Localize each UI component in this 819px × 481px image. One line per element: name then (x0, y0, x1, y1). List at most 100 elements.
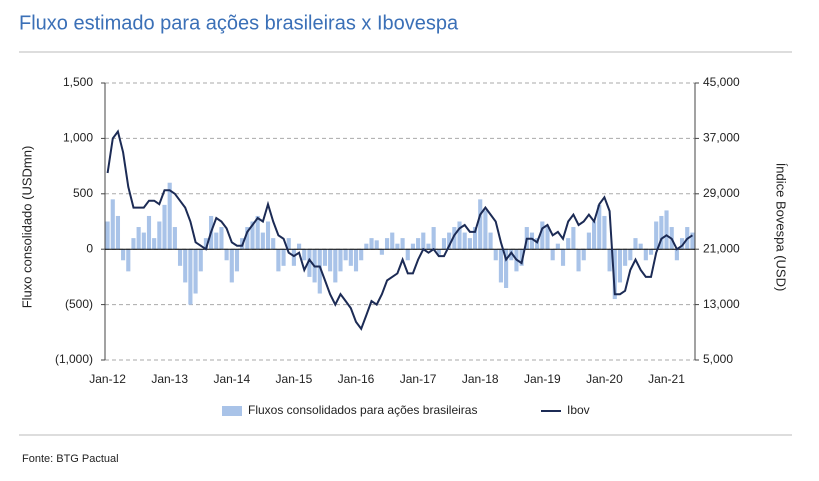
y2-tick-label: 37,000 (703, 131, 740, 145)
bar (276, 249, 281, 272)
bar (654, 221, 659, 250)
bar (488, 232, 493, 250)
bar (617, 249, 623, 283)
bar (452, 227, 457, 250)
bar (234, 249, 240, 272)
x-tick-label: Jan-15 (276, 372, 313, 386)
bar (431, 227, 436, 250)
bar (529, 232, 535, 250)
bar (343, 249, 348, 261)
bar (322, 249, 328, 266)
bar (586, 232, 591, 250)
bar (421, 232, 426, 250)
bar (245, 227, 250, 250)
bar (664, 210, 669, 250)
bar (219, 227, 224, 250)
bar (519, 249, 524, 266)
bar (328, 249, 333, 272)
bar (188, 249, 193, 305)
line (106, 129, 693, 331)
bar (509, 249, 514, 261)
bar (566, 238, 571, 250)
y-tick-label: 500 (73, 186, 93, 200)
bar (436, 249, 441, 255)
x-tick-label: Jan-12 (89, 372, 126, 386)
bar (602, 215, 607, 250)
bar (560, 249, 566, 266)
bar (612, 249, 617, 300)
y2-tick-label: 29,000 (703, 186, 740, 200)
bar (540, 221, 545, 250)
chart-title: Fluxo estimado para ações brasileiras x … (19, 12, 459, 34)
bar (550, 249, 555, 261)
x-tick-label: Jan-13 (151, 372, 188, 386)
bar (498, 249, 503, 283)
y-tick-label: (500) (65, 297, 93, 311)
x-tick-label: Jan-18 (462, 372, 499, 386)
bar (493, 249, 498, 261)
bar (447, 232, 452, 250)
legend-label: Fluxos consolidados para ações brasileir… (248, 403, 477, 417)
bar (379, 249, 384, 255)
bar (597, 204, 602, 250)
bar (441, 238, 447, 250)
bar (131, 238, 136, 250)
bar (571, 227, 576, 250)
bar (581, 249, 586, 261)
bar (643, 249, 648, 261)
x-tick-label: Jan-17 (400, 372, 437, 386)
y2-tick-label: 13,000 (703, 297, 740, 311)
bar (141, 232, 146, 250)
bar (483, 210, 488, 250)
bar (504, 249, 509, 288)
source: Fonte: BTG Pactual (22, 453, 119, 465)
bar (157, 221, 162, 250)
bar (224, 249, 229, 261)
bar (545, 227, 550, 250)
bar (105, 221, 110, 250)
bar (229, 249, 234, 283)
bar (162, 204, 167, 250)
bar (467, 238, 472, 250)
bar (472, 227, 478, 250)
bar (338, 249, 343, 272)
x-tick-label: Jan-14 (213, 372, 250, 386)
bar (457, 221, 462, 250)
bar (384, 238, 390, 250)
bar (410, 243, 416, 250)
bar (592, 221, 597, 250)
y-tick-label: (1,000) (55, 352, 93, 366)
bar (286, 238, 291, 250)
bar (405, 249, 410, 261)
bar (152, 238, 157, 250)
bar (679, 238, 685, 250)
y2-axis-label: Índice Bovespa (USD) (774, 163, 789, 292)
bar (400, 238, 405, 250)
bar (260, 232, 265, 250)
bar (146, 215, 152, 250)
bar (555, 243, 560, 250)
bar (297, 243, 302, 250)
x-tick-label: Jan-20 (586, 372, 623, 386)
bar (265, 221, 271, 250)
bar (364, 243, 369, 250)
bar (203, 238, 208, 250)
y2-tick-label: 5,000 (703, 352, 733, 366)
bar (690, 232, 695, 250)
bar (633, 238, 638, 250)
bar (359, 249, 364, 261)
bar (576, 249, 581, 272)
bar (126, 249, 131, 272)
bar (281, 249, 286, 266)
bar (214, 232, 219, 250)
y2-tick-label: 21,000 (703, 241, 740, 255)
bar (121, 249, 126, 261)
bar (478, 199, 483, 250)
bar (638, 243, 643, 250)
y-tick-label: 0 (86, 241, 93, 255)
legend-swatch (222, 406, 242, 416)
bar (198, 249, 203, 272)
bar (623, 249, 628, 266)
bar (628, 249, 633, 261)
